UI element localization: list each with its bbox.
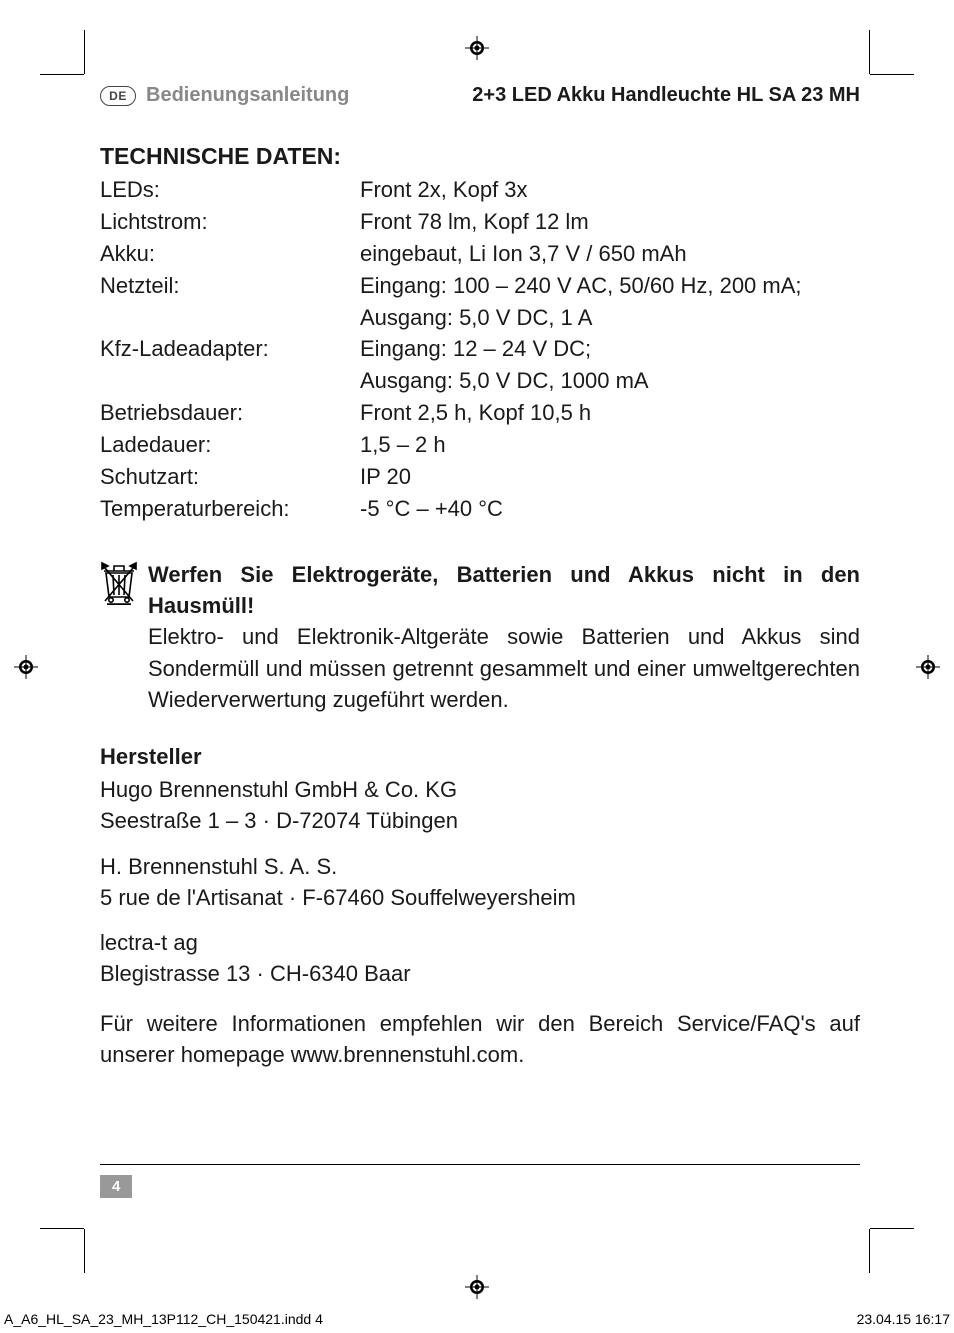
registration-mark-top xyxy=(465,36,489,60)
spec-label: Schutzart: xyxy=(100,461,360,493)
spec-value: eingebaut, Li Ion 3,7 V / 650 mAh xyxy=(360,238,860,270)
spec-row: LEDs:Front 2x, Kopf 3x xyxy=(100,174,860,206)
page-content: DE Bedienungsanleitung 2+3 LED Akku Hand… xyxy=(100,84,860,1070)
spec-value: Ausgang: 5,0 V DC, 1 A xyxy=(360,302,860,334)
tech-data-heading: TECHNISCHE DATEN: xyxy=(100,143,860,170)
spec-label: LEDs: xyxy=(100,174,360,206)
disposal-heading-text: Werfen Sie Elektrogeräte, Batterien und … xyxy=(148,559,860,621)
manufacturer-line: H. Brennenstuhl S. A. S. xyxy=(100,851,860,882)
spec-row: Ladedauer:1,5 – 2 h xyxy=(100,429,860,461)
spec-row: Ausgang: 5,0 V DC, 1000 mA xyxy=(100,365,860,397)
disposal-body-text: Elektro- und Elektronik-Altgeräte sowie … xyxy=(148,621,860,715)
manufacturer-section: Hersteller Hugo Brennenstuhl GmbH & Co. … xyxy=(100,741,860,1070)
footer-timestamp: 23.04.15 16:17 xyxy=(857,1311,950,1327)
page-divider xyxy=(100,1164,860,1165)
manufacturer-title: Hersteller xyxy=(100,741,860,772)
manufacturer-line: Hugo Brennenstuhl GmbH & Co. KG xyxy=(100,774,860,805)
spec-row: Ausgang: 5,0 V DC, 1 A xyxy=(100,302,860,334)
spec-row: Lichtstrom:Front 78 lm, Kopf 12 lm xyxy=(100,206,860,238)
crop-mark xyxy=(870,1228,914,1229)
manufacturer-address2: H. Brennenstuhl S. A. S. 5 rue de l'Arti… xyxy=(100,851,860,913)
spec-label: Akku: xyxy=(100,238,360,270)
spec-label: Betriebsdauer: xyxy=(100,397,360,429)
spec-row: Netzteil:Eingang: 100 – 240 V AC, 50/60 … xyxy=(100,270,860,302)
language-badge: DE xyxy=(100,86,136,106)
manufacturer-line: 5 rue de l'Artisanat · F-67460 Souffelwe… xyxy=(100,882,860,913)
spec-row: Temperaturbereich:-5 °C – +40 °C xyxy=(100,493,860,525)
manufacturer-info: Für weitere Informationen empfehlen wir … xyxy=(100,1008,860,1070)
header-left-title: Bedienungsanleitung xyxy=(146,84,349,107)
crop-mark xyxy=(40,1228,84,1229)
crop-mark xyxy=(869,1229,870,1273)
crop-mark xyxy=(84,1229,85,1273)
spec-label: Temperaturbereich: xyxy=(100,493,360,525)
print-footer: A_A6_HL_SA_23_MH_13P112_CH_150421.indd 4… xyxy=(0,1311,954,1327)
spec-label xyxy=(100,365,360,397)
spec-value: Ausgang: 5,0 V DC, 1000 mA xyxy=(360,365,860,397)
spec-value: -5 °C – +40 °C xyxy=(360,493,860,525)
manufacturer-line: lectra-t ag xyxy=(100,927,860,958)
footer-filename: A_A6_HL_SA_23_MH_13P112_CH_150421.indd 4 xyxy=(4,1311,323,1327)
spec-value: Front 78 lm, Kopf 12 lm xyxy=(360,206,860,238)
crop-mark xyxy=(40,74,84,75)
spec-value: Eingang: 12 – 24 V DC; xyxy=(360,333,860,365)
disposal-heading: Werfen Sie Elektrogeräte, Batterien und … xyxy=(100,559,860,621)
crop-mark xyxy=(870,74,914,75)
spec-row: Betriebsdauer:Front 2,5 h, Kopf 10,5 h xyxy=(100,397,860,429)
crop-mark xyxy=(84,30,85,74)
spec-value: 1,5 – 2 h xyxy=(360,429,860,461)
spec-label: Ladedauer: xyxy=(100,429,360,461)
spec-value: Front 2x, Kopf 3x xyxy=(360,174,860,206)
manufacturer-line: Blegistrasse 13 · CH-6340 Baar xyxy=(100,958,860,989)
spec-label: Lichtstrom: xyxy=(100,206,360,238)
disposal-section: Werfen Sie Elektrogeräte, Batterien und … xyxy=(100,559,860,715)
tech-data-table: LEDs:Front 2x, Kopf 3xLichtstrom:Front 7… xyxy=(100,174,860,525)
spec-value: Front 2,5 h, Kopf 10,5 h xyxy=(360,397,860,429)
weee-bin-icon xyxy=(100,561,138,605)
spec-row: Akku:eingebaut, Li Ion 3,7 V / 650 mAh xyxy=(100,238,860,270)
spec-label: Netzteil: xyxy=(100,270,360,302)
crop-mark xyxy=(869,30,870,74)
manufacturer-line: Seestraße 1 – 3 · D-72074 Tübingen xyxy=(100,805,860,836)
page-footer: 4 xyxy=(100,1164,860,1198)
spec-row: Schutzart:IP 20 xyxy=(100,461,860,493)
header-right-title: 2+3 LED Akku Handleuchte HL SA 23 MH xyxy=(472,84,860,107)
manufacturer-address3: lectra-t ag Blegistrasse 13 · CH-6340 Ba… xyxy=(100,927,860,989)
page-number: 4 xyxy=(100,1175,132,1198)
spec-value: Eingang: 100 – 240 V AC, 50/60 Hz, 200 m… xyxy=(360,270,860,302)
spec-label xyxy=(100,302,360,334)
registration-mark-bottom xyxy=(465,1275,489,1299)
registration-mark-left xyxy=(14,655,38,679)
registration-mark-right xyxy=(916,655,940,679)
spec-label: Kfz-Ladeadapter: xyxy=(100,333,360,365)
page-header: DE Bedienungsanleitung 2+3 LED Akku Hand… xyxy=(100,84,860,107)
spec-row: Kfz-Ladeadapter:Eingang: 12 – 24 V DC; xyxy=(100,333,860,365)
spec-value: IP 20 xyxy=(360,461,860,493)
